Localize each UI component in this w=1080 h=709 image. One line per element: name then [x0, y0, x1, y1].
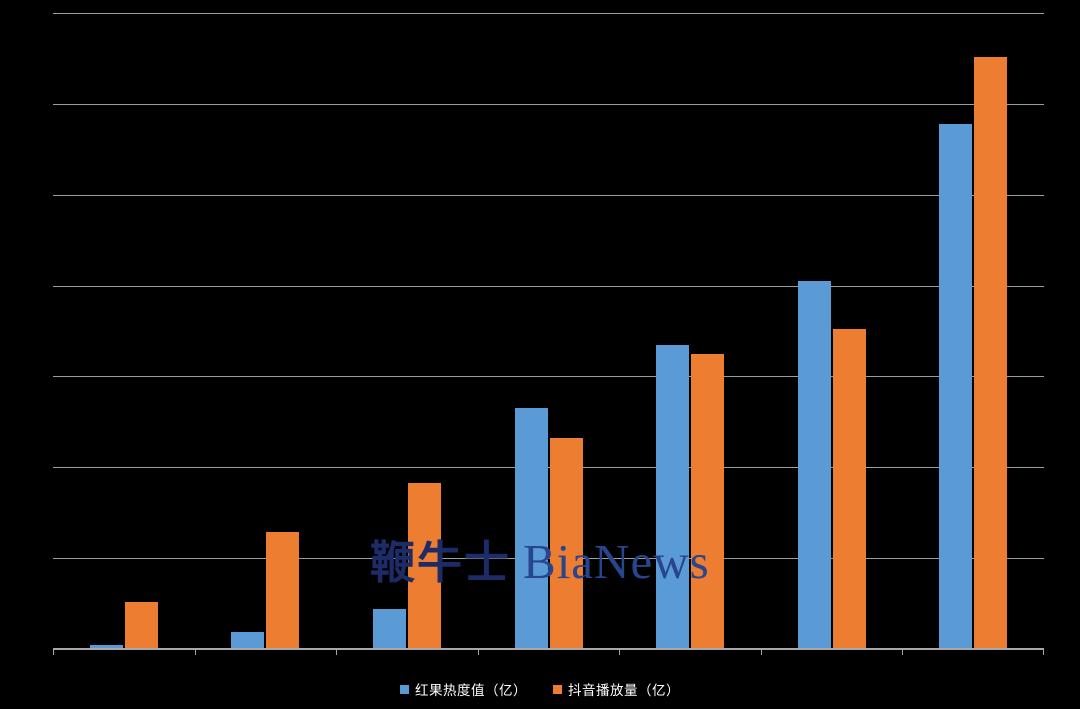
bar-hongguo-heat-group-6: [797, 281, 831, 649]
gridline: [53, 194, 1044, 196]
legend: 红果热度值（亿） 抖音播放量（亿）: [0, 679, 1080, 699]
gridline: [53, 285, 1044, 287]
x-axis-line: [53, 648, 1044, 650]
legend-swatch-douyin-plays: [553, 684, 562, 694]
bar-hongguo-heat-group-3: [372, 609, 406, 649]
x-axis-tick: [902, 650, 904, 655]
x-axis-tick: [619, 650, 621, 655]
bar-douyin-plays-group-5: [691, 353, 725, 649]
legend-swatch-hongguo-heat: [400, 684, 409, 694]
x-axis-tick: [760, 650, 762, 655]
bar-douyin-plays-group-4: [549, 438, 583, 649]
bar-douyin-plays-group-3: [407, 482, 441, 649]
x-axis-tick: [194, 650, 196, 655]
x-axis-tick: [53, 650, 54, 655]
bar-douyin-plays-group-2: [266, 531, 300, 649]
legend-label-hongguo-heat: 红果热度值（亿）: [415, 683, 527, 698]
gridline: [53, 376, 1044, 378]
plot-area: [53, 13, 1044, 655]
gridline: [53, 558, 1044, 560]
bar-hongguo-heat-group-4: [514, 408, 548, 649]
x-axis-tick: [336, 650, 338, 655]
bar-douyin-plays-group-7: [974, 56, 1008, 649]
gridline: [53, 13, 1044, 14]
bar-hongguo-heat-group-2: [231, 631, 265, 649]
x-axis-tick: [1043, 650, 1044, 655]
legend-item-douyin-plays: 抖音播放量（亿）: [553, 679, 680, 699]
gridline: [53, 467, 1044, 469]
legend-label-douyin-plays: 抖音播放量（亿）: [568, 683, 680, 698]
gridline: [53, 103, 1044, 105]
bar-douyin-plays-group-6: [832, 329, 866, 649]
bar-hongguo-heat-group-7: [939, 123, 973, 649]
x-axis-tick: [477, 650, 479, 655]
bar-douyin-plays-group-1: [124, 601, 158, 649]
bar-hongguo-heat-group-1: [89, 645, 123, 649]
legend-item-hongguo-heat: 红果热度值（亿）: [400, 679, 527, 699]
bar-hongguo-heat-group-5: [656, 344, 690, 649]
